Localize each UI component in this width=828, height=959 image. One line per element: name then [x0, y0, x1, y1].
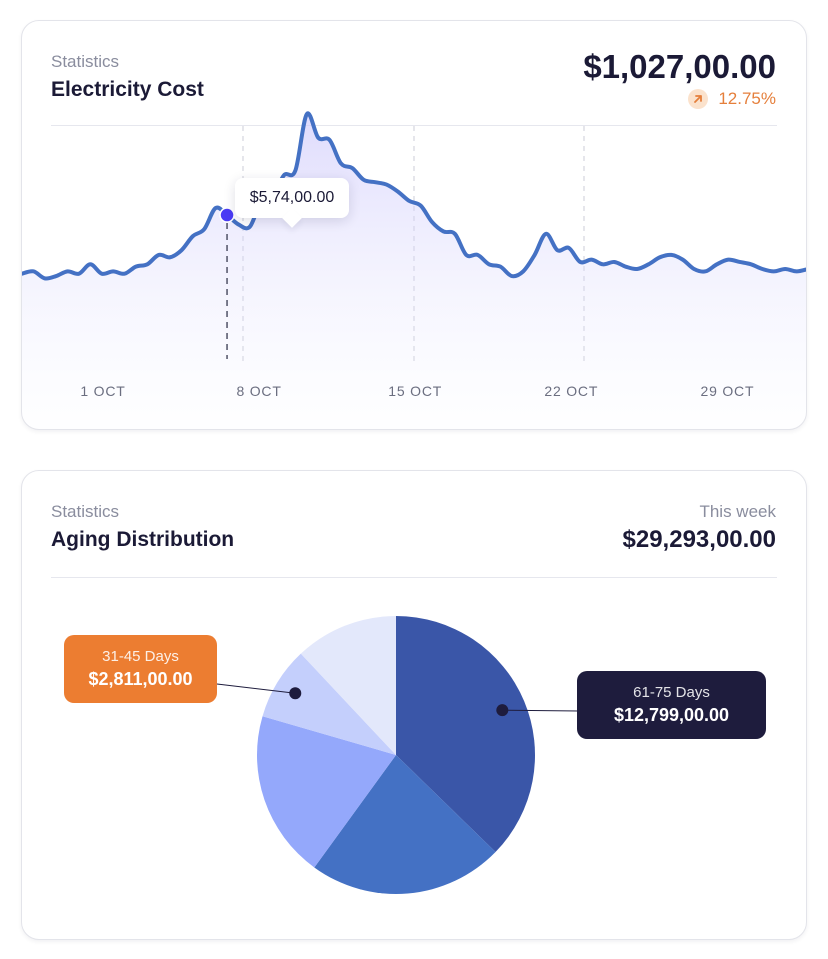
electricity-divider — [51, 125, 777, 126]
x-tick-label: 1 OCT — [80, 383, 125, 399]
aging-pie-chart[interactable] — [22, 471, 807, 940]
callout-31-45-days: 31-45 Days $2,811,00.00 — [64, 635, 217, 703]
callout-61-75-days: 61-75 Days $12,799,00.00 — [577, 671, 766, 739]
callout-value: $2,811,00.00 — [88, 669, 193, 689]
period-label: This week — [699, 502, 776, 521]
callout-label: 61-75 Days — [633, 684, 710, 701]
electricity-eyebrow: Statistics — [51, 52, 120, 71]
change-percent: 12.75% — [718, 89, 776, 108]
x-tick-label: 29 OCT — [700, 383, 754, 399]
highlight-point — [219, 207, 235, 223]
electricity-cost-card: Statistics Electricity Cost $1,027,00.00… — [21, 20, 807, 430]
series-line — [22, 111, 806, 281]
aging-amount: $29,293,00.00 — [622, 526, 776, 553]
aging-eyebrow: Statistics — [51, 502, 120, 521]
callout-label: 31-45 Days — [102, 648, 179, 665]
pie-slice — [257, 716, 396, 868]
electricity-line-chart[interactable]: 1 OCT 8 OCT 15 OCT 22 OCT 29 OCT — [22, 21, 807, 430]
x-tick-label: 22 OCT — [544, 383, 598, 399]
value-tooltip: $5,74,00.00 — [235, 178, 349, 218]
x-tick-label: 8 OCT — [236, 383, 281, 399]
aging-distribution-card: Statistics Aging Distribution This week … — [21, 470, 807, 940]
arrow-up-right-icon — [688, 89, 709, 109]
pie-slice — [314, 755, 496, 894]
x-tick-label: 15 OCT — [388, 383, 442, 399]
callout-connector — [502, 709, 580, 712]
callout-anchor-dot — [496, 704, 509, 717]
callout-connector — [216, 683, 296, 694]
pie-slice — [262, 653, 396, 755]
callout-value: $12,799,00.00 — [613, 705, 730, 725]
pie-slice — [300, 616, 396, 755]
electricity-amount: $1,027,00.00 — [583, 48, 776, 85]
aging-title: Aging Distribution — [51, 528, 235, 551]
change-indicator: 12.75% — [688, 89, 776, 109]
pie-slice — [396, 616, 535, 853]
callout-anchor-dot — [289, 687, 302, 700]
aging-divider — [51, 577, 777, 578]
area-fill — [22, 113, 806, 429]
electricity-title: Electricity Cost — [51, 78, 204, 101]
